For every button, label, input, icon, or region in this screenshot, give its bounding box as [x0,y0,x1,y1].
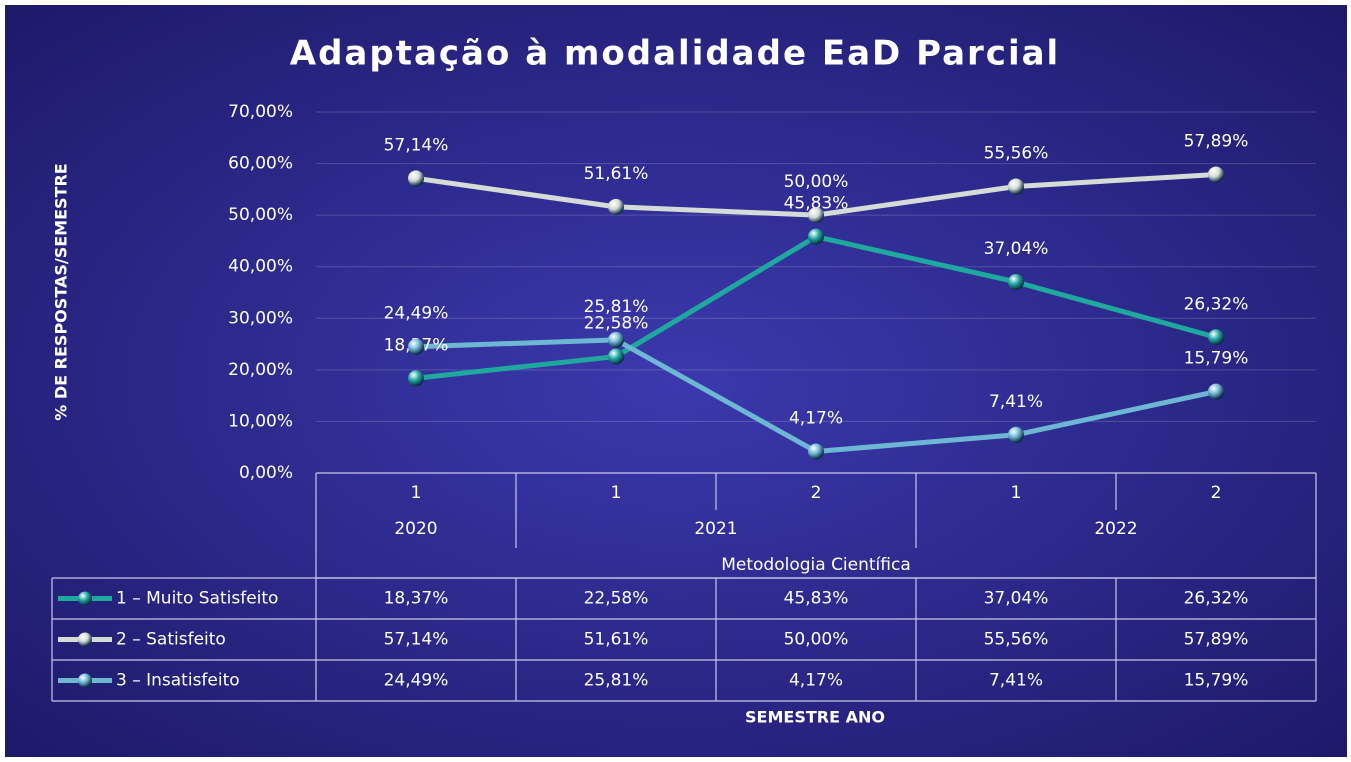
legend-key-marker [78,632,92,647]
table-cell: 37,04% [984,589,1049,609]
legend-label: 1 – Muito Satisfeito [116,589,278,609]
table-cell: 25,81% [584,671,649,691]
table-cell: 57,89% [1184,630,1249,650]
data-label: 51,61% [584,164,649,184]
legend-label: 2 – Satisfeito [116,630,226,650]
table-cell: 24,49% [384,671,449,691]
data-label: 57,89% [1184,131,1249,151]
table-cell: 55,56% [984,630,1049,650]
point-marker [1208,383,1224,400]
data-label: 15,79% [1184,349,1249,369]
y-tick-label: 50,00% [228,205,293,225]
y-tick-label: 0,00% [239,463,293,483]
table-cell: 26,32% [1184,589,1249,609]
data-label: 24,49% [384,304,449,324]
data-label: 26,32% [1184,294,1249,314]
point-marker [408,170,424,187]
data-label: 50,00% [784,172,849,192]
x-tick-label: 1 [611,483,622,503]
point-marker [608,331,624,348]
chart-title: Adaptação à modalidade EaD Parcial [290,34,1060,74]
point-marker [608,348,624,365]
y-axis-title: % DE RESPOSTAS/SEMESTRE [52,163,71,420]
data-label: 4,17% [789,408,843,428]
point-marker [808,207,824,224]
group-label: Metodologia Científica [721,555,911,575]
legend-key-marker [78,673,92,688]
table-cell: 57,14% [384,630,449,650]
data-label: 7,41% [989,392,1043,412]
legend-key-marker [78,591,92,606]
point-marker [1208,166,1224,183]
point-marker [1008,273,1024,290]
data-label: 25,81% [584,297,649,317]
point-marker [1008,426,1024,443]
y-tick-label: 60,00% [228,154,293,174]
point-marker [608,198,624,215]
y-tick-label: 10,00% [228,411,293,431]
point-marker [1208,329,1224,346]
x-axis-title: SEMESTRE ANO [745,708,885,727]
data-label: 37,04% [984,239,1049,259]
data-label: 55,56% [984,143,1049,163]
year-label: 2021 [694,519,737,539]
table-cell: 4,17% [789,671,843,691]
table-cell: 7,41% [989,671,1043,691]
year-label: 2022 [1094,519,1137,539]
point-marker [808,443,824,460]
data-label: 45,83% [784,194,849,214]
table-cell: 18,37% [384,589,449,609]
legend-label: 3 – Insatisfeito [116,671,240,691]
table-cell: 22,58% [584,589,649,609]
table-cell: 45,83% [784,589,849,609]
point-marker [408,370,424,387]
point-marker [1008,178,1024,195]
x-tick-label: 2 [811,483,822,503]
y-tick-label: 70,00% [228,102,293,122]
background [5,5,1347,757]
table-cell: 15,79% [1184,671,1249,691]
x-tick-label: 1 [1011,483,1022,503]
y-tick-label: 40,00% [228,257,293,277]
y-tick-label: 20,00% [228,360,293,380]
x-tick-label: 2 [1211,483,1222,503]
y-tick-label: 30,00% [228,308,293,328]
x-tick-label: 1 [411,483,422,503]
table-cell: 51,61% [584,630,649,650]
table-cell: 50,00% [784,630,849,650]
point-marker [808,228,824,245]
data-label: 57,14% [384,135,449,155]
data-label: 22,58% [584,314,649,334]
year-label: 2020 [394,519,437,539]
point-marker [408,338,424,355]
